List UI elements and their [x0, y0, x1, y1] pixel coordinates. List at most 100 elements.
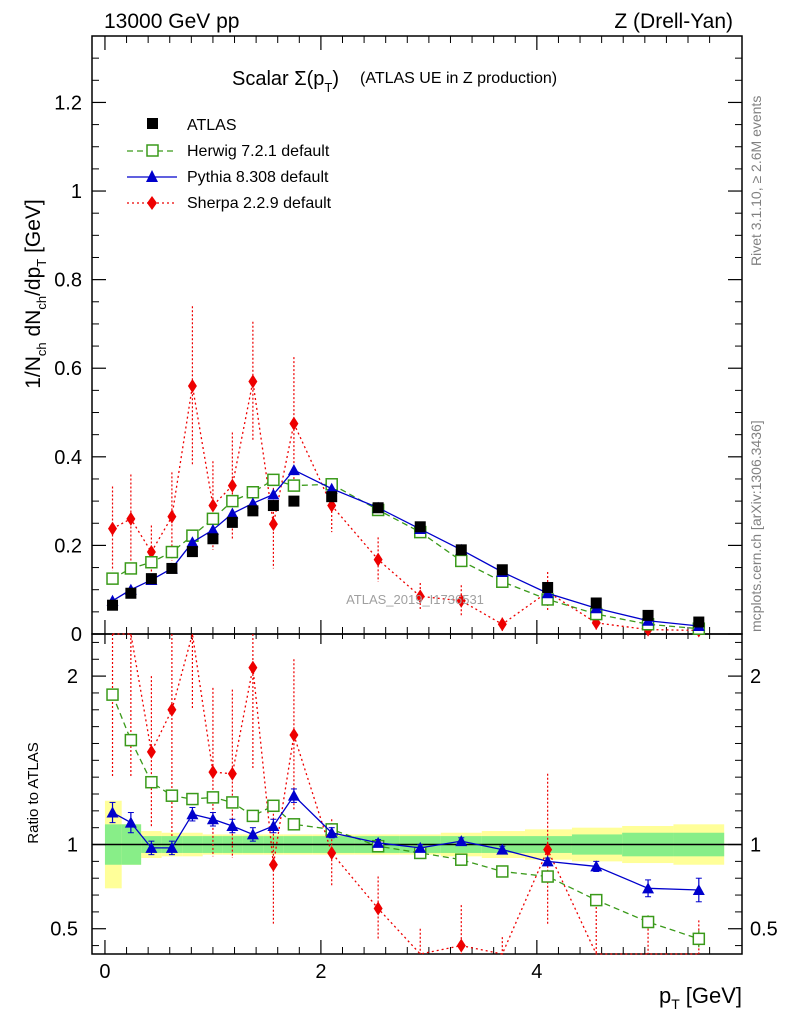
- point-atlas: [414, 521, 426, 533]
- point-sherpa: [497, 617, 507, 632]
- ratio-point-herwig: [589, 893, 603, 907]
- x-tick-label: 4: [531, 961, 542, 983]
- y-tick-label: 0: [71, 624, 82, 646]
- series-atlas: [107, 491, 705, 628]
- point-atlas: [455, 544, 467, 556]
- point-sherpa: [227, 478, 237, 493]
- y-label-part-3: ch: [34, 296, 49, 310]
- point-pythia: [226, 507, 239, 519]
- ratio-point-herwig: [124, 733, 138, 747]
- point-sherpa: [415, 589, 425, 604]
- x-label-unit: [GeV]: [686, 983, 742, 1008]
- point-atlas: [496, 564, 508, 576]
- ratio-point-pythia: [372, 836, 385, 848]
- ratio-point-sherpa: [543, 842, 553, 857]
- ratio-point-herwig: [496, 865, 509, 878]
- point-atlas: [186, 546, 198, 558]
- point-pythia: [206, 523, 219, 535]
- point-pythia: [267, 488, 280, 500]
- side-label-mcplots: mcplots.cern.ch [arXiv:1306.3436]: [748, 420, 764, 632]
- side-label-rivet: Rivet 3.1.10, ≥ 2.6M events: [748, 96, 764, 266]
- ratio-point-pythia: [496, 843, 509, 855]
- ratio-point-pythia: [226, 820, 239, 831]
- point-sherpa: [373, 552, 383, 567]
- point-atlas: [542, 581, 554, 593]
- point-atlas: [125, 587, 137, 599]
- ratio-point-pythia: [414, 841, 427, 853]
- point-herwig: [246, 486, 260, 499]
- point-atlas: [226, 516, 238, 528]
- ratio-tick-label: 0.5: [50, 919, 78, 941]
- point-sherpa: [208, 498, 218, 513]
- ratio-point-pythia: [287, 789, 300, 801]
- y-axis-label: 1/Nch dNch/dpT [GeV]: [22, 199, 49, 389]
- ratio-point-herwig: [541, 870, 554, 883]
- ratio-y-axis-label: Ratio to ATLAS: [25, 742, 42, 843]
- y-label-part-0: 1/N: [22, 356, 45, 389]
- legend-herwig-label: Herwig 7.2.1 default: [187, 143, 330, 160]
- ratio-point-herwig: [186, 792, 199, 806]
- point-atlas: [326, 491, 338, 503]
- ratio-point-pythia: [246, 828, 259, 840]
- y-label-part-4: /dp: [22, 267, 45, 296]
- point-sherpa: [108, 521, 118, 536]
- legend-sherpa-label: Sherpa 2.2.9 default: [187, 195, 332, 212]
- ratio-point-sherpa: [289, 728, 299, 743]
- y-label-part-1: ch: [34, 342, 49, 356]
- point-herwig: [206, 512, 220, 526]
- point-atlas: [372, 502, 384, 514]
- ratio-point-pythia: [124, 816, 137, 828]
- point-herwig: [165, 545, 179, 559]
- ratio-point-sherpa: [227, 766, 237, 781]
- point-atlas: [642, 609, 654, 621]
- legend-atlas-marker: [147, 118, 158, 129]
- chart-title-sub: T: [324, 80, 332, 95]
- y-label-part-6: [GeV]: [22, 199, 45, 259]
- ratio-point-sherpa: [146, 744, 156, 759]
- ratio-point-pythia: [642, 882, 655, 894]
- series-layer: [106, 306, 706, 955]
- ratio-point-herwig: [267, 799, 280, 813]
- point-herwig: [267, 473, 280, 487]
- x-label-main: p: [659, 983, 671, 1008]
- y-label-part-2: dN: [22, 310, 45, 343]
- ratio-point-herwig: [641, 915, 655, 929]
- point-pythia: [287, 464, 300, 476]
- legend-pythia-marker: [146, 170, 158, 182]
- y-tick-label: 1.2: [54, 92, 82, 114]
- point-atlas: [693, 616, 705, 628]
- legend-sherpa-marker: [147, 196, 157, 210]
- chart-title-close: ): [332, 68, 339, 90]
- x-label-sub: T: [671, 996, 680, 1012]
- point-atlas: [247, 505, 259, 517]
- ratio-point-pythia: [145, 841, 158, 853]
- legend-herwig-marker: [146, 144, 159, 157]
- ratio-point-sherpa: [208, 765, 218, 780]
- point-herwig: [496, 575, 509, 588]
- ratio-point-herwig: [165, 789, 179, 802]
- point-sherpa: [456, 593, 466, 608]
- y-tick-label: 0.4: [54, 447, 82, 469]
- ratio-point-herwig: [692, 932, 706, 946]
- point-sherpa: [167, 509, 177, 524]
- header-right: Z (Drell-Yan): [614, 10, 733, 33]
- ratio-point-pythia: [267, 820, 280, 831]
- point-pythia: [325, 482, 338, 494]
- ratio-point-sherpa: [248, 660, 258, 675]
- ratio-tick-label-right: 0.5: [750, 919, 778, 941]
- analysis-watermark: ATLAS_2019_I1736531: [346, 592, 484, 607]
- y-tick-label: 0.6: [54, 358, 82, 380]
- ratio-point-pythia: [206, 813, 219, 825]
- point-herwig: [226, 494, 239, 508]
- ratio-point-herwig: [106, 688, 119, 701]
- ratio-point-herwig: [226, 796, 239, 809]
- point-atlas: [207, 533, 219, 545]
- x-tick-label: 2: [315, 961, 326, 983]
- chart-title-main: Scalar Σ(p: [232, 68, 324, 90]
- y-tick-label: 1: [71, 181, 82, 203]
- ratio-point-sherpa: [456, 938, 466, 953]
- ratio-point-pythia: [186, 808, 199, 820]
- point-atlas: [166, 562, 178, 574]
- point-sherpa: [248, 374, 258, 389]
